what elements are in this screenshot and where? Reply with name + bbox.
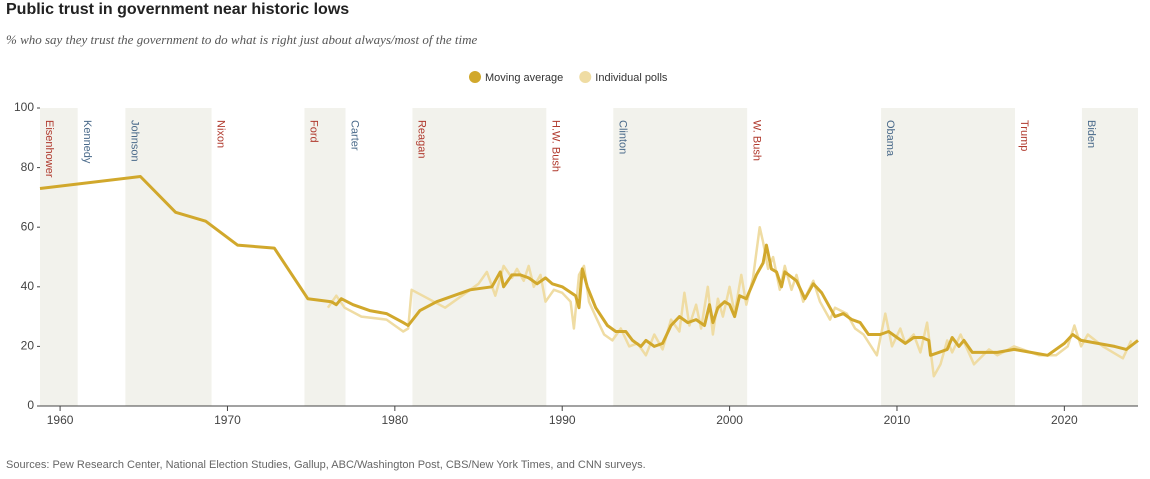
y-tick-label: 40 (21, 279, 35, 293)
president-label: Obama (884, 120, 896, 157)
president-label: W. Bush (750, 120, 762, 161)
term-band (613, 108, 748, 406)
legend-swatch (469, 71, 481, 83)
legend-label: Individual polls (595, 72, 668, 84)
bands: Eisenhower Kennedy Johnson Nixon Ford Carter R… (40, 108, 1138, 406)
term-band (40, 108, 78, 406)
president-label: Nixon (215, 120, 227, 148)
president-label: Eisenhower (43, 120, 55, 178)
x-tick-label: 1990 (549, 413, 576, 427)
president-label: Trump (1018, 120, 1030, 151)
source-note: Sources: Pew Research Center, National E… (6, 459, 646, 471)
x-tick-label: 2020 (1051, 413, 1078, 427)
x-tick-label: 1970 (214, 413, 241, 427)
term-band (125, 108, 212, 406)
y-tick-label: 100 (14, 100, 34, 114)
president-label: Kennedy (81, 120, 93, 164)
term-band (304, 108, 346, 406)
y-tick-label: 0 (27, 398, 34, 412)
y-tick-label: 20 (21, 339, 35, 353)
chart-title: Public trust in government near historic… (6, 1, 349, 18)
chart-subtitle: % who say they trust the government to d… (6, 32, 477, 47)
president-label: Johnson (128, 120, 140, 162)
x-tick-label: 1960 (47, 413, 74, 427)
term-band (412, 108, 547, 406)
y-tick-label: 80 (21, 160, 35, 174)
x-tick-label: 2010 (884, 413, 911, 427)
president-label: Carter (349, 120, 361, 151)
legend-swatch (579, 71, 592, 83)
president-label: Reagan (416, 120, 428, 159)
president-label: Clinton (616, 120, 628, 154)
series-line (39, 175, 1139, 357)
x-tick-label: 2000 (716, 413, 743, 427)
term-band (1081, 108, 1138, 406)
president-label: H.W. Bush (549, 120, 561, 172)
term-band (881, 108, 1015, 406)
president-label: Ford (308, 120, 320, 143)
y-tick-label: 60 (21, 219, 35, 233)
president-label: Biden (1085, 120, 1097, 148)
legend-label: Moving average (485, 72, 563, 84)
x-tick-label: 1980 (381, 413, 408, 427)
